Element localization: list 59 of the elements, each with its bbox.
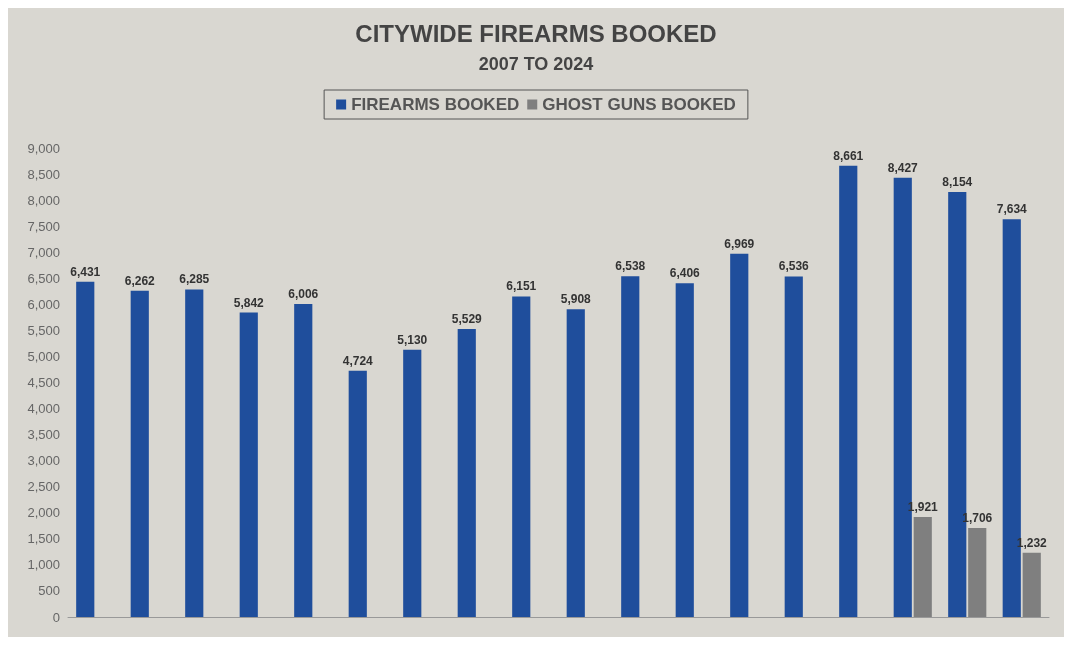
y-tick-label: 500 — [38, 583, 60, 599]
bar — [76, 281, 95, 617]
y-tick-label: 4,000 — [27, 401, 60, 417]
bar — [968, 528, 987, 617]
data-label: 6,151 — [506, 279, 537, 294]
y-tick-label: 7,000 — [27, 244, 60, 260]
data-label: 6,969 — [724, 236, 755, 251]
chart-subtitle: 2007 TO 2024 — [478, 54, 594, 74]
bar — [839, 165, 858, 617]
bar — [130, 290, 149, 617]
y-tick-label: 1,500 — [27, 531, 60, 547]
y-tick-label: 8,500 — [27, 166, 60, 182]
bar — [621, 276, 640, 617]
y-tick-label: 2,000 — [27, 505, 60, 521]
data-label: 5,908 — [560, 292, 592, 307]
bar — [348, 370, 367, 617]
data-label: 6,285 — [179, 272, 210, 287]
y-tick-label: 0 — [52, 609, 60, 625]
bar — [1022, 552, 1041, 617]
legend-label: GHOST GUNS BOOKED — [542, 95, 736, 114]
y-tick-label: 5,000 — [27, 348, 60, 364]
y-tick-label: 4,500 — [27, 375, 60, 390]
bar — [512, 296, 531, 617]
y-tick-label: 5,500 — [27, 322, 60, 338]
y-tick-label: 6,000 — [27, 296, 60, 312]
y-tick-label: 2,500 — [27, 479, 60, 495]
bar — [239, 312, 258, 617]
data-label: 6,006 — [288, 287, 319, 302]
bar — [185, 289, 204, 617]
bar — [403, 349, 422, 617]
chart-title: CITYWIDE FIREARMS BOOKED — [355, 19, 717, 47]
bar — [913, 516, 932, 617]
y-tick-label: 6,500 — [27, 270, 60, 286]
data-label: 5,842 — [233, 295, 265, 310]
y-tick-label: 9,000 — [27, 140, 60, 156]
data-label: 6,538 — [615, 259, 646, 274]
bar — [675, 283, 694, 617]
data-label: 5,130 — [397, 332, 428, 347]
data-label: 6,262 — [124, 273, 156, 288]
bar — [784, 276, 803, 617]
data-label: 8,154 — [942, 175, 973, 190]
bar — [566, 309, 585, 617]
y-tick-label: 7,500 — [27, 218, 60, 234]
legend-label: FIREARMS BOOKED — [351, 95, 520, 114]
y-tick-label: 3,000 — [27, 453, 60, 469]
bar — [730, 253, 749, 617]
y-tick-label: 3,500 — [27, 427, 60, 443]
y-tick-label: 1,000 — [27, 557, 60, 573]
data-label: 6,536 — [778, 259, 810, 274]
y-tick-label: 8,000 — [27, 192, 60, 208]
data-label: 4,724 — [342, 353, 374, 368]
data-label: 8,427 — [887, 160, 919, 175]
data-label: 6,406 — [669, 266, 701, 281]
data-label: 7,634 — [996, 202, 1028, 217]
data-label: 6,431 — [70, 264, 101, 279]
data-label: 8,661 — [833, 148, 864, 163]
data-label: 5,529 — [451, 311, 483, 326]
bar — [294, 304, 313, 617]
bar — [457, 328, 476, 617]
